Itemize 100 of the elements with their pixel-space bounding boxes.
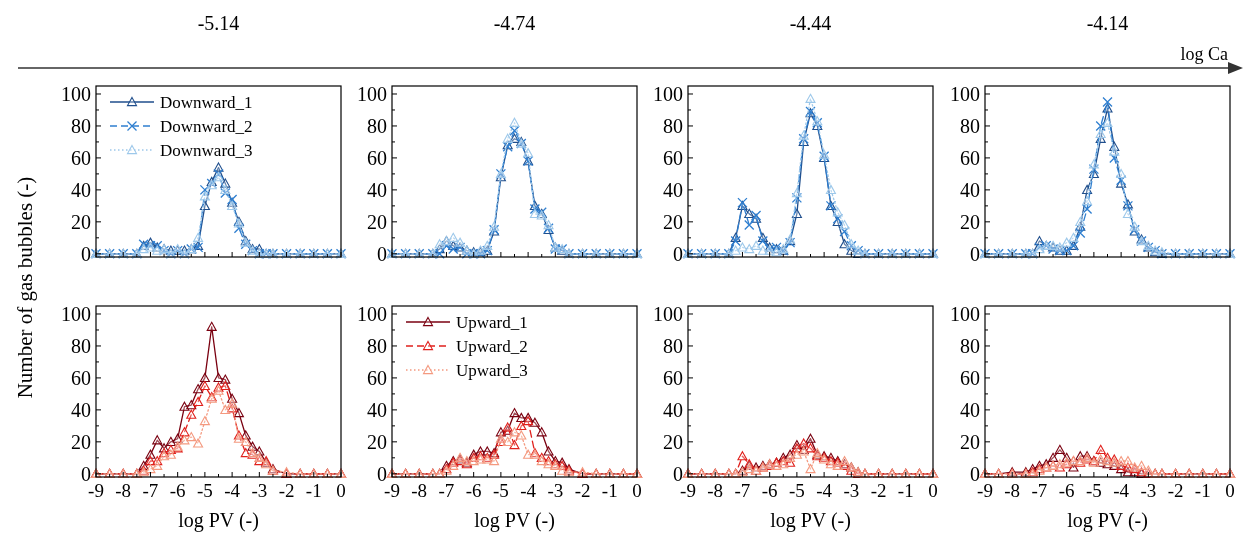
- y-tick-label: 0: [970, 462, 980, 485]
- x-tick-label: -7: [1031, 480, 1048, 501]
- y-tick-label: 0: [673, 462, 683, 485]
- y-tick-label: 40: [663, 398, 683, 421]
- y-axis-title: Number of gas bubbles (-): [13, 176, 37, 399]
- y-tick-label: 40: [663, 178, 683, 201]
- x-tick-label: -5: [492, 480, 509, 501]
- y-tick-label: 40: [367, 398, 387, 421]
- legend-label: Downward_2: [160, 116, 253, 136]
- x-axis-title: log PV (-): [474, 509, 555, 532]
- chart-title: -5.14: [197, 12, 240, 34]
- text: log Ca: [1180, 44, 1229, 64]
- y-tick-label: 60: [71, 146, 91, 169]
- y-tick-label: 20: [663, 430, 683, 453]
- y-tick-label: 80: [367, 114, 387, 137]
- y-tick-label: 100: [61, 82, 91, 105]
- x-tick-label: -9: [384, 480, 400, 501]
- y-tick-label: 40: [960, 178, 980, 201]
- y-tick-label: 40: [367, 178, 387, 201]
- y-tick-label: 20: [71, 430, 91, 453]
- x-tick-label: -7: [438, 480, 455, 501]
- x-tick-label: -4: [1113, 480, 1130, 501]
- x-tick-label: -2: [574, 480, 591, 501]
- x-tick-label: -4: [224, 480, 241, 501]
- x-tick-label: -6: [1058, 480, 1075, 501]
- x-tick-label: -6: [761, 480, 778, 501]
- y-tick-label: 100: [61, 302, 91, 325]
- x-tick-label: 0: [336, 480, 346, 501]
- y-tick-label: 80: [960, 114, 980, 137]
- y-tick-label: 0: [673, 242, 683, 265]
- legend-label: Upward_3: [456, 360, 528, 380]
- x-tick-label: -1: [1194, 480, 1211, 501]
- x-tick-label: -8: [707, 480, 724, 501]
- x-tick-label: -3: [547, 480, 564, 501]
- chart-title: -4.14: [1086, 12, 1129, 34]
- y-tick-label: 80: [367, 334, 387, 357]
- y-tick-label: 60: [960, 146, 980, 169]
- x-axis-title: log PV (-): [1067, 509, 1148, 532]
- y-tick-label: 60: [960, 366, 980, 389]
- x-tick-label: -9: [680, 480, 696, 501]
- y-tick-label: 100: [950, 82, 980, 105]
- x-tick-label: -8: [411, 480, 428, 501]
- x-tick-label: -9: [977, 480, 993, 501]
- y-tick-label: 0: [970, 242, 980, 265]
- x-tick-label: 0: [928, 480, 938, 501]
- x-tick-label: -8: [1004, 480, 1021, 501]
- x-tick-label: -3: [251, 480, 268, 501]
- y-tick-label: 40: [71, 178, 91, 201]
- x-tick-label: -8: [115, 480, 132, 501]
- y-tick-label: 40: [71, 398, 91, 421]
- y-tick-label: 20: [663, 210, 683, 233]
- x-tick-label: -4: [816, 480, 833, 501]
- x-axis-title: log PV (-): [178, 509, 259, 532]
- legend-label: Upward_1: [456, 312, 528, 332]
- y-tick-label: 100: [653, 82, 683, 105]
- y-tick-label: 20: [960, 210, 980, 233]
- y-tick-label: 60: [367, 146, 387, 169]
- x-tick-label: -2: [278, 480, 295, 501]
- y-tick-label: 0: [81, 242, 91, 265]
- y-tick-label: 60: [71, 366, 91, 389]
- y-tick-label: 0: [377, 242, 387, 265]
- legend-label: Downward_3: [160, 140, 253, 160]
- y-tick-label: 60: [663, 146, 683, 169]
- y-tick-label: 20: [71, 210, 91, 233]
- x-tick-label: -3: [843, 480, 860, 501]
- y-tick-label: 80: [663, 334, 683, 357]
- y-tick-label: 20: [960, 430, 980, 453]
- y-tick-label: 0: [81, 462, 91, 485]
- y-tick-label: 80: [71, 114, 91, 137]
- y-tick-label: 80: [960, 334, 980, 357]
- x-tick-label: 0: [1225, 480, 1235, 501]
- x-tick-label: -1: [305, 480, 322, 501]
- x-tick-label: -4: [520, 480, 537, 501]
- x-tick-label: -7: [142, 480, 159, 501]
- x-tick-label: -3: [1140, 480, 1157, 501]
- y-tick-label: 100: [653, 302, 683, 325]
- x-tick-label: -9: [88, 480, 104, 501]
- x-tick-label: -5: [1085, 480, 1102, 501]
- x-tick-label: -6: [169, 480, 186, 501]
- y-tick-label: 20: [367, 210, 387, 233]
- x-axis-title: log PV (-): [770, 509, 851, 532]
- legend-label: Upward_2: [456, 336, 528, 356]
- y-tick-label: 100: [950, 302, 980, 325]
- x-tick-label: -5: [196, 480, 213, 501]
- x-tick-label: -5: [788, 480, 805, 501]
- x-tick-label: -2: [1167, 480, 1184, 501]
- y-tick-label: 60: [663, 366, 683, 389]
- y-tick-label: 0: [377, 462, 387, 485]
- x-tick-label: -6: [465, 480, 482, 501]
- y-tick-label: 40: [960, 398, 980, 421]
- chart-title: -4.74: [493, 12, 536, 34]
- x-tick-label: -1: [897, 480, 914, 501]
- x-tick-label: -2: [870, 480, 887, 501]
- x-tick-label: 0: [632, 480, 642, 501]
- chart-title: -4.44: [789, 12, 832, 34]
- y-tick-label: 80: [663, 114, 683, 137]
- x-tick-label: -7: [734, 480, 751, 501]
- y-tick-label: 100: [357, 82, 387, 105]
- x-tick-label: -1: [601, 480, 618, 501]
- y-tick-label: 20: [367, 430, 387, 453]
